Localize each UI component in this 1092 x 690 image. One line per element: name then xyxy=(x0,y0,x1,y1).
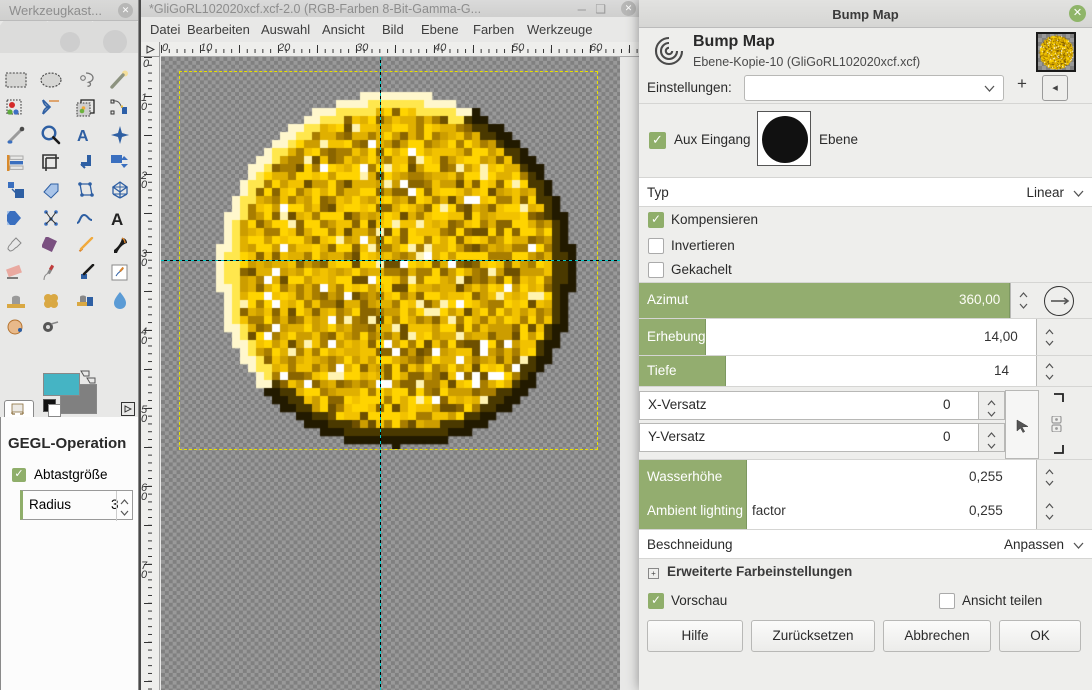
svg-text:A: A xyxy=(77,128,89,144)
svg-text:A: A xyxy=(111,210,123,227)
